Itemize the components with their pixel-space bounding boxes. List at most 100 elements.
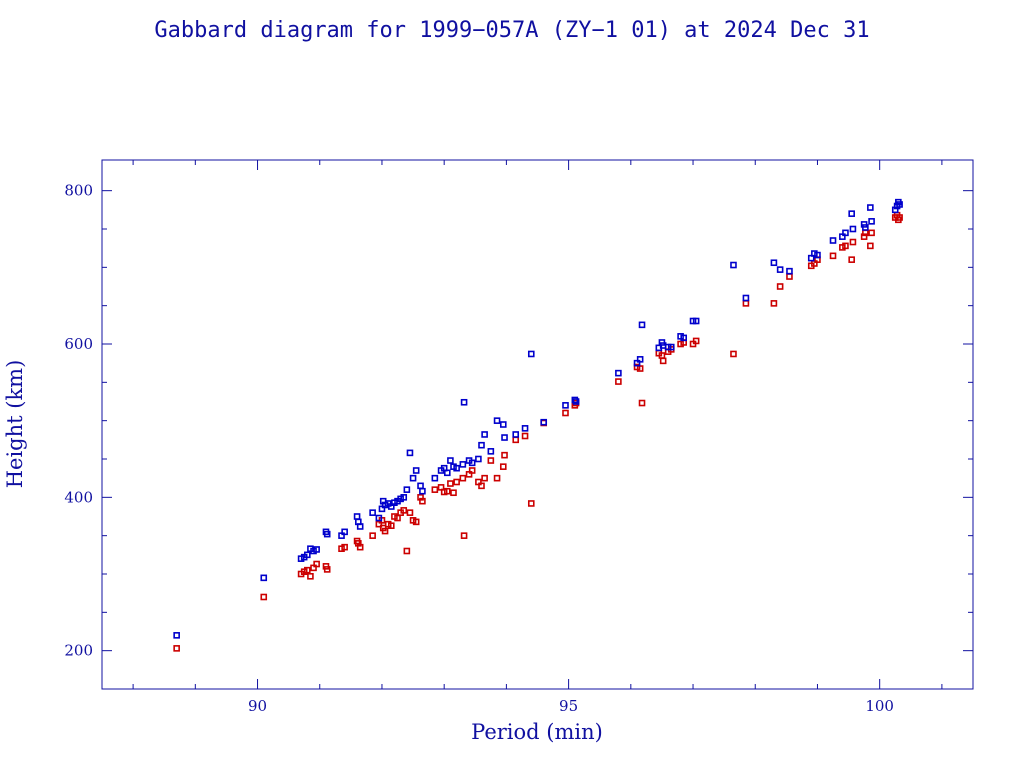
apogee-point — [848, 210, 855, 217]
perigee-series — [173, 211, 903, 652]
perigee-point — [173, 645, 180, 652]
perigee-point — [730, 350, 737, 358]
perigee-point — [615, 378, 622, 385]
perigee-point — [860, 233, 868, 240]
perigee-point — [499, 463, 507, 470]
apogee-point — [403, 486, 411, 493]
perigee-point — [527, 500, 535, 507]
apogee-point — [680, 334, 688, 342]
apogee-point — [412, 467, 420, 474]
chart-title: Gabbard diagram for 1999−057A (ZY−1 01) … — [154, 18, 869, 43]
apogee-point — [475, 455, 482, 463]
perigee-point — [862, 229, 869, 237]
perigee-point — [512, 436, 520, 444]
apogee-point — [493, 417, 501, 424]
apogee-point — [443, 469, 451, 477]
perigee-point — [521, 432, 529, 440]
perigee-point — [638, 399, 646, 407]
perigee-point — [431, 486, 439, 493]
perigee-point — [849, 238, 857, 246]
apogee-point — [572, 398, 580, 405]
apogee-point — [409, 474, 417, 482]
apogee-point — [353, 513, 361, 520]
apogee-point — [742, 294, 750, 302]
perigee-point — [403, 547, 411, 555]
perigee-point — [786, 273, 793, 280]
perigee-point — [829, 252, 837, 260]
perigee-point — [659, 357, 667, 365]
apogee-point — [862, 224, 869, 231]
apogee-point — [417, 482, 424, 490]
plot-frame — [101, 159, 974, 690]
apogee-point — [562, 402, 569, 409]
apogee-point — [369, 509, 376, 516]
perigee-point — [406, 509, 414, 516]
y-tick-label: 400 — [64, 488, 93, 506]
apogee-point — [638, 321, 646, 329]
apogee-point — [481, 431, 488, 438]
apogee-point — [776, 266, 784, 273]
apogee-point — [501, 434, 508, 441]
apogee-point — [323, 530, 331, 538]
tick-labels: 90 95 100 200 400 600 800 — [64, 182, 894, 715]
perigee-point — [313, 560, 320, 568]
perigee-point — [412, 518, 420, 526]
apogee-point — [356, 523, 364, 530]
apogee-point — [375, 514, 383, 522]
apogee-point — [419, 487, 426, 495]
perigee-point — [356, 543, 364, 551]
apogee-point — [786, 267, 793, 275]
perigee-point — [460, 532, 468, 539]
y-tick-label: 200 — [64, 642, 93, 660]
apogee-point — [313, 546, 320, 553]
perigee-point — [776, 283, 784, 290]
apogee-point — [868, 218, 875, 225]
apogee-series — [173, 198, 903, 639]
perigee-point — [387, 522, 395, 530]
perigee-point — [453, 478, 460, 486]
apogee-point — [829, 237, 837, 244]
perigee-point — [770, 300, 778, 307]
perigee-point — [896, 214, 903, 221]
apogee-point — [540, 418, 548, 426]
perigee-point — [369, 532, 376, 539]
perigee-point — [419, 497, 426, 505]
perigee-point — [323, 566, 331, 573]
apogee-point — [849, 225, 857, 233]
apogee-point — [512, 431, 520, 438]
apogee-point — [527, 350, 535, 358]
perigee-point — [868, 229, 875, 237]
apogee-point — [304, 551, 311, 559]
apogee-point — [814, 251, 821, 259]
apogee-point — [406, 449, 414, 457]
apogee-point — [667, 343, 675, 351]
perigee-point — [842, 242, 849, 250]
apogee-point — [615, 369, 622, 377]
apogee-point — [468, 459, 476, 467]
perigee-point — [307, 572, 314, 580]
x-tick-label: 95 — [559, 697, 578, 715]
perigee-point — [260, 593, 268, 601]
perigee-point — [443, 487, 451, 495]
apogee-point — [400, 494, 408, 501]
perigee-point — [501, 451, 508, 459]
apogee-point — [478, 441, 485, 449]
perigee-point — [400, 507, 408, 514]
apogee-point — [341, 528, 348, 536]
perigee-point — [478, 482, 485, 490]
apogee-point — [487, 448, 495, 455]
perigee-point — [742, 300, 750, 307]
apogee-point — [636, 356, 644, 363]
perigee-point — [867, 242, 874, 250]
apogee-point — [770, 259, 778, 267]
perigee-point — [562, 409, 569, 417]
apogee-point — [260, 574, 268, 582]
y-tick-label: 600 — [64, 335, 93, 353]
apogee-point — [521, 425, 529, 432]
perigee-point — [450, 489, 457, 497]
apogee-point — [867, 204, 874, 211]
apogee-point — [453, 464, 460, 472]
apogee-point — [460, 398, 468, 406]
apogee-point — [459, 461, 467, 468]
